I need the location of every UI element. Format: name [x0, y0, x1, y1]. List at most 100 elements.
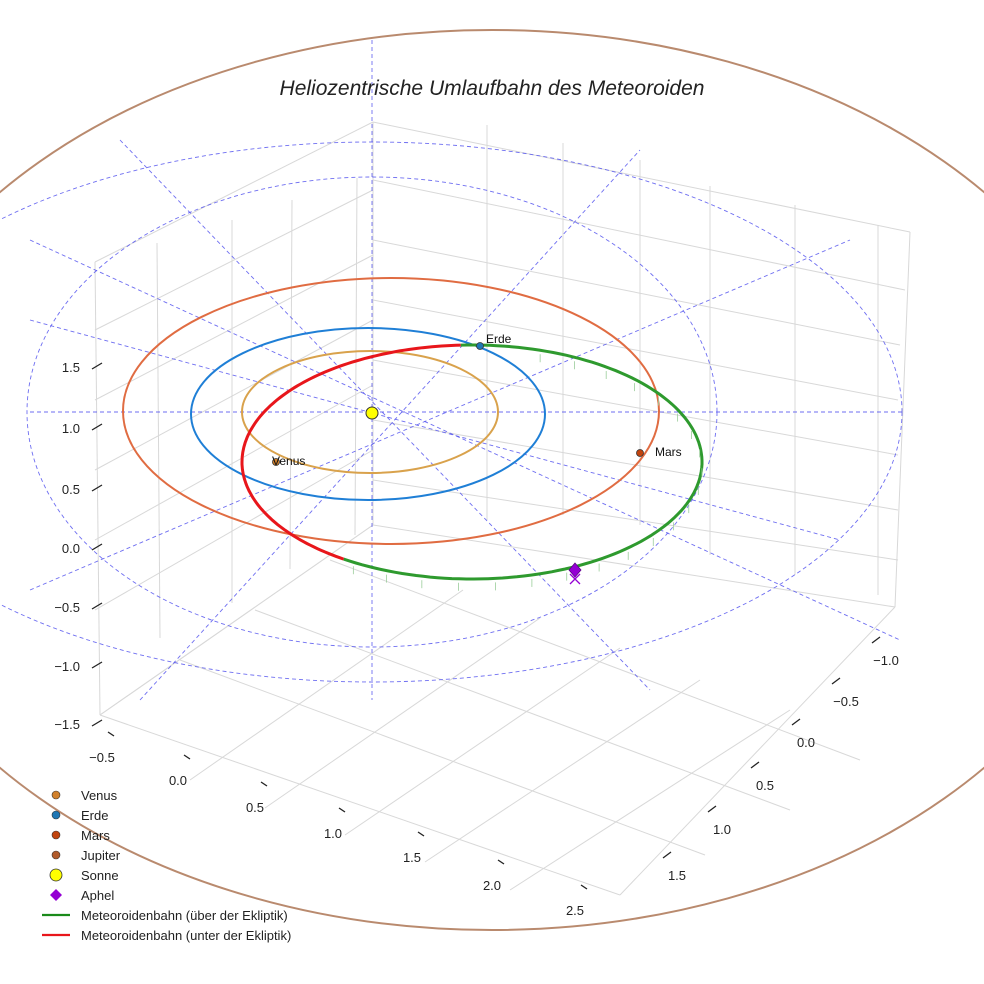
x-tick-label: 1.5 — [403, 850, 421, 865]
grid-line — [94, 319, 374, 471]
legend-label: Mars — [81, 828, 110, 843]
y-tick-label: 1.0 — [713, 822, 731, 837]
grid-line — [344, 647, 621, 836]
y-tick-mark — [791, 718, 801, 726]
grid-line — [372, 524, 896, 608]
grid-line — [179, 659, 706, 856]
grid-line — [99, 714, 621, 896]
legend-label: Aphel — [81, 888, 114, 903]
x-tick-label: −0.5 — [89, 750, 115, 765]
x-tick-mark — [183, 754, 191, 760]
earth-label: Erde — [486, 332, 512, 346]
axes-grid — [94, 121, 911, 896]
meteoroid-below — [240, 343, 461, 561]
y-tick-label: 0.0 — [797, 735, 815, 750]
z-tick-mark — [91, 661, 103, 669]
legend-swatch — [50, 889, 62, 901]
grid-line — [372, 239, 901, 346]
ecliptic-spoke — [29, 239, 901, 641]
z-tick-mark — [91, 719, 103, 727]
meteoroid-above — [343, 343, 704, 581]
y-tick-label: −0.5 — [833, 694, 859, 709]
legend-label: Sonne — [81, 868, 119, 883]
z-tick-mark — [91, 423, 103, 431]
legend-label: Meteoroidenbahn (über der Ekliptik) — [81, 908, 288, 923]
chart-title: Heliozentrische Umlaufbahn des Meteoroid… — [280, 77, 705, 100]
x-tick-mark — [417, 831, 425, 837]
x-tick-mark — [338, 807, 346, 813]
legend-swatch — [51, 810, 61, 820]
grid-line — [94, 121, 374, 263]
jupiter-orbit — [0, 29, 984, 931]
body-markers: Venus Erde Mars — [272, 332, 682, 585]
z-tick-mark — [91, 602, 103, 610]
grid-line — [94, 384, 374, 541]
venus-marker — [272, 458, 280, 466]
z-tick-label: −0.5 — [54, 600, 80, 615]
x-tick-label: 2.5 — [566, 903, 584, 918]
x-tick-label: 0.5 — [246, 800, 264, 815]
x-tick-label: 2.0 — [483, 878, 501, 893]
axis-ticks: −1.5 −1.0 −0.5 0.0 0.5 1.0 1.5 −0.5 0.0 0.5 1.0 1.5… — [54, 360, 899, 918]
grid-line — [94, 189, 374, 331]
ecliptic-reference-grid — [0, 40, 903, 701]
y-tick-mark — [871, 636, 881, 644]
venus-label: Venus — [272, 454, 305, 468]
legend-label: Erde — [81, 808, 108, 823]
y-tick-label: −1.0 — [873, 653, 899, 668]
legend: Venus Erde Mars Jupiter Sonne Aphel Meteoroide… — [42, 788, 291, 943]
x-tick-mark — [580, 884, 588, 890]
z-tick-mark — [91, 362, 103, 370]
z-tick-label: 0.5 — [62, 482, 80, 497]
ecliptic-spoke — [29, 239, 851, 591]
legend-swatch — [51, 850, 61, 860]
grid-line — [156, 242, 161, 639]
z-tick-label: 1.0 — [62, 421, 80, 436]
ecliptic-spoke — [119, 139, 651, 691]
grid-line — [94, 254, 374, 401]
aphel-projection-marker — [569, 573, 581, 585]
mars-label: Mars — [655, 445, 682, 459]
z-tick-mark — [91, 484, 103, 492]
mars-orbit — [122, 277, 660, 545]
meteoroid-orbit — [240, 343, 704, 591]
x-tick-mark — [107, 731, 115, 737]
legend-swatch — [49, 868, 63, 882]
y-tick-label: 0.5 — [756, 778, 774, 793]
grid-line — [264, 617, 541, 809]
earth-orbit — [190, 327, 546, 501]
y-tick-mark — [831, 677, 841, 685]
legend-label: Jupiter — [81, 848, 121, 863]
z-tick-label: −1.5 — [54, 717, 80, 732]
planet-orbits — [0, 29, 984, 931]
x-tick-label: 1.0 — [324, 826, 342, 841]
grid-line — [94, 449, 374, 611]
ecliptic-spoke — [139, 149, 641, 701]
grid-line — [424, 679, 701, 863]
earth-marker — [476, 342, 484, 350]
grid-line — [372, 359, 899, 456]
z-tick-label: 1.5 — [62, 360, 80, 375]
grid-line — [372, 479, 899, 561]
mars-marker — [636, 449, 644, 457]
grid-line — [254, 609, 791, 811]
aphel-marker — [568, 562, 582, 578]
grid-line — [329, 559, 861, 761]
venus-orbit — [241, 350, 499, 474]
legend-label: Venus — [81, 788, 118, 803]
grid-line — [189, 589, 464, 781]
y-tick-mark — [750, 761, 760, 769]
sun-marker — [365, 406, 379, 420]
y-tick-label: 1.5 — [668, 868, 686, 883]
grid-line — [619, 606, 896, 896]
legend-label: Meteoroidenbahn (unter der Ekliptik) — [81, 928, 291, 943]
x-tick-label: 0.0 — [169, 773, 187, 788]
x-tick-mark — [497, 859, 505, 865]
z-tick-label: 0.0 — [62, 541, 80, 556]
grid-line — [94, 261, 101, 716]
grid-line — [354, 177, 358, 536]
grid-line — [894, 231, 911, 608]
legend-swatch — [51, 790, 61, 800]
y-tick-mark — [707, 805, 717, 813]
